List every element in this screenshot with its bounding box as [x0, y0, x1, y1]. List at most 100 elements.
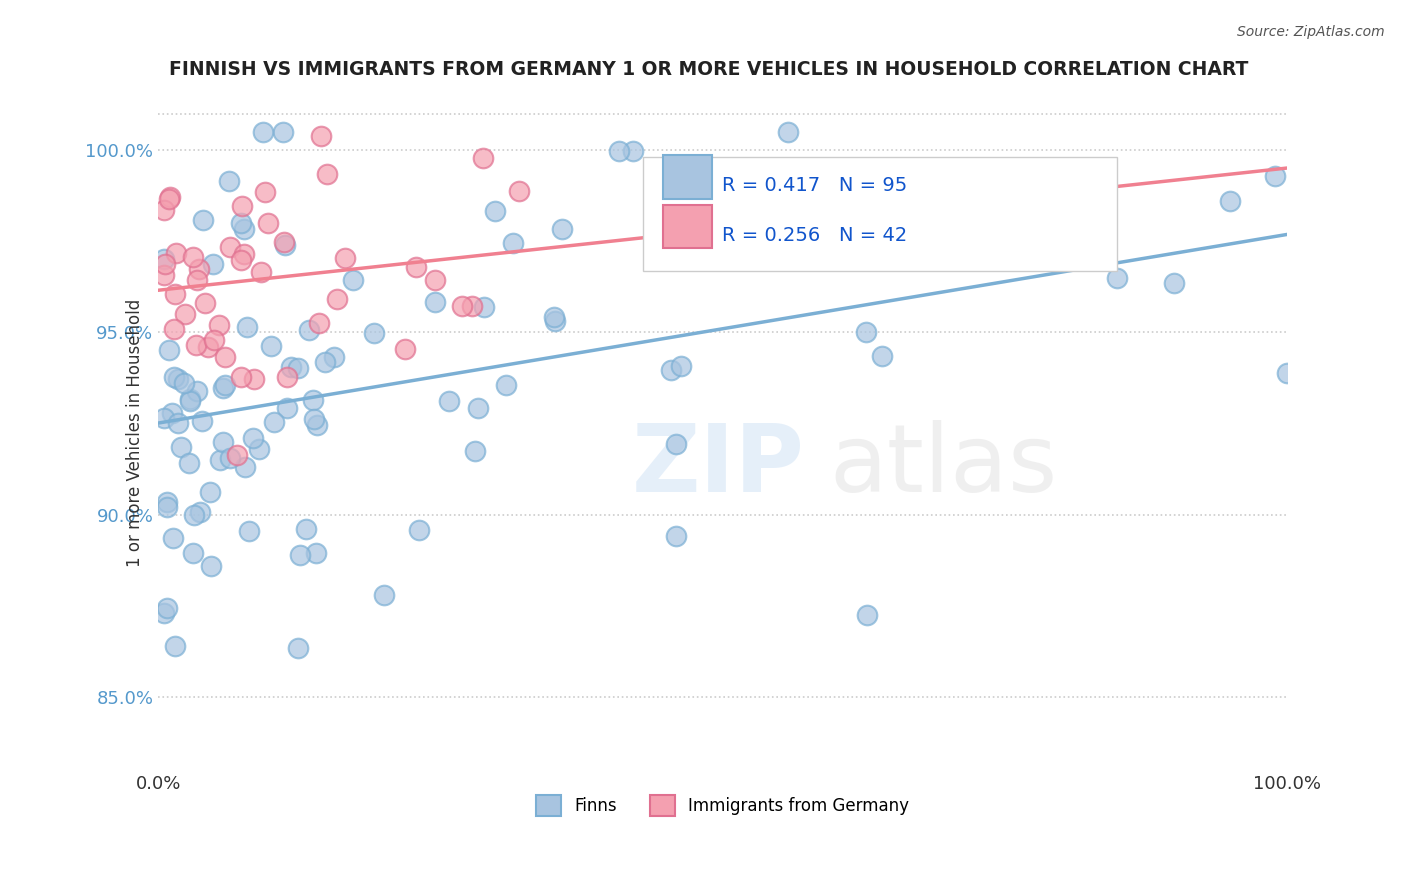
- Point: [437, 393, 460, 408]
- Point: [665, 437, 688, 451]
- Point: [209, 453, 232, 467]
- Point: [188, 262, 211, 277]
- Point: [495, 377, 517, 392]
- Point: [607, 145, 630, 159]
- Point: [153, 268, 176, 282]
- Point: [276, 370, 298, 384]
- Point: [363, 326, 385, 340]
- Point: [484, 203, 506, 218]
- Point: [856, 608, 879, 623]
- Point: [423, 273, 446, 287]
- Text: R = 0.417   N = 95: R = 0.417 N = 95: [723, 177, 908, 195]
- Point: [472, 300, 495, 314]
- FancyBboxPatch shape: [644, 158, 1118, 271]
- Point: [194, 295, 217, 310]
- Point: [405, 260, 427, 274]
- Point: [233, 459, 256, 474]
- Point: [231, 252, 253, 267]
- Point: [316, 167, 339, 181]
- Point: [181, 250, 204, 264]
- Point: [305, 546, 328, 560]
- Point: [247, 442, 270, 457]
- Point: [508, 184, 530, 198]
- Point: [179, 394, 201, 409]
- Point: [183, 508, 205, 523]
- Point: [1264, 169, 1286, 183]
- Point: [242, 372, 264, 386]
- Point: [160, 406, 183, 420]
- Point: [232, 221, 254, 235]
- FancyBboxPatch shape: [662, 204, 713, 248]
- Point: [301, 393, 323, 408]
- Point: [170, 440, 193, 454]
- Point: [153, 252, 176, 266]
- Point: [1163, 276, 1185, 290]
- Point: [218, 450, 240, 465]
- Point: [326, 292, 349, 306]
- Point: [273, 235, 295, 249]
- Point: [464, 444, 486, 458]
- Point: [156, 500, 179, 514]
- Point: [309, 128, 332, 143]
- Point: [153, 606, 176, 620]
- Text: Source: ZipAtlas.com: Source: ZipAtlas.com: [1237, 25, 1385, 39]
- Point: [290, 549, 312, 563]
- Point: [274, 238, 297, 252]
- Point: [162, 322, 184, 336]
- Point: [198, 484, 221, 499]
- Point: [212, 435, 235, 450]
- Point: [471, 152, 494, 166]
- Point: [229, 216, 252, 230]
- Point: [307, 417, 329, 432]
- FancyBboxPatch shape: [662, 155, 713, 199]
- Point: [186, 273, 208, 287]
- Point: [287, 640, 309, 655]
- Point: [200, 559, 222, 574]
- Point: [242, 431, 264, 445]
- Text: atlas: atlas: [830, 420, 1057, 512]
- Point: [621, 144, 644, 158]
- Point: [551, 222, 574, 236]
- Point: [308, 317, 330, 331]
- Point: [298, 323, 321, 337]
- Point: [186, 384, 208, 398]
- Point: [342, 273, 364, 287]
- Point: [783, 247, 806, 261]
- Point: [1219, 194, 1241, 208]
- Point: [669, 359, 692, 373]
- Point: [250, 265, 273, 279]
- Point: [394, 342, 416, 356]
- Point: [776, 125, 799, 139]
- Point: [460, 299, 482, 313]
- Point: [163, 369, 186, 384]
- Point: [271, 125, 294, 139]
- Text: ZIP: ZIP: [633, 420, 806, 512]
- Point: [157, 193, 180, 207]
- Point: [322, 350, 344, 364]
- Point: [190, 505, 212, 519]
- Point: [179, 392, 201, 407]
- Point: [179, 457, 201, 471]
- Point: [280, 359, 302, 374]
- Point: [263, 415, 285, 429]
- Point: [544, 314, 567, 328]
- Point: [173, 376, 195, 390]
- Point: [664, 529, 686, 543]
- Point: [302, 412, 325, 426]
- Point: [225, 448, 247, 462]
- Point: [191, 212, 214, 227]
- Point: [202, 257, 225, 271]
- Point: [252, 125, 274, 139]
- Point: [157, 343, 180, 357]
- Point: [181, 546, 204, 560]
- Point: [159, 189, 181, 203]
- Point: [872, 349, 894, 363]
- Point: [214, 378, 236, 392]
- Point: [191, 414, 214, 428]
- Point: [153, 257, 176, 271]
- Point: [186, 337, 208, 351]
- Point: [287, 361, 309, 376]
- Point: [1107, 271, 1129, 285]
- Point: [333, 252, 356, 266]
- Point: [204, 333, 226, 347]
